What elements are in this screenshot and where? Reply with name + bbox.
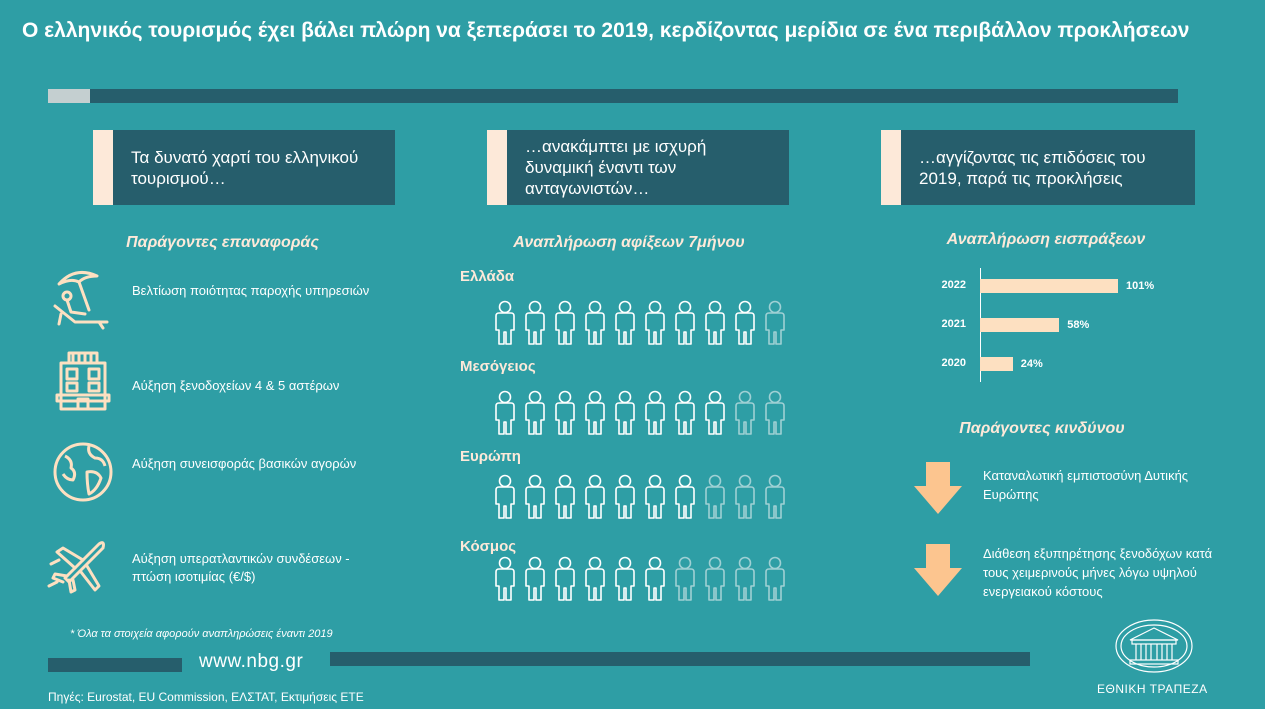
bar-category-label: 2020	[941, 357, 966, 369]
factor-label: Αύξηση συνεισφοράς βασικών αγορών	[132, 456, 357, 471]
risk-factors-title: Παράγοντες κινδύνου	[959, 420, 1125, 437]
person-icon	[731, 556, 759, 602]
hotel-icon	[47, 347, 119, 419]
page-title: Ο ελληνικός τουρισμός έχει βάλει πλώρη ν…	[22, 19, 1190, 42]
chart-title: Αναπλήρωση εισπράξεων	[946, 231, 1146, 248]
person-icon	[491, 556, 519, 602]
person-icon	[761, 300, 789, 346]
person-icon	[551, 474, 579, 520]
sources: Πηγές: Eurostat, EU Commission, ΕΛΣΤΑΤ, …	[48, 690, 364, 704]
person-icon	[671, 390, 699, 436]
person-icon	[761, 390, 789, 436]
footer-bar-right	[330, 652, 1030, 666]
right-column-header-text: …αγγίζοντας τις επιδόσεις του 2019, παρά…	[901, 130, 1195, 205]
person-icon	[731, 390, 759, 436]
person-icon	[491, 300, 519, 346]
header-strip	[881, 130, 901, 205]
person-icon	[641, 556, 669, 602]
risk-label: Καταναλωτική εμπιστοσύνη Δυτικής Ευρώπης	[983, 468, 1189, 502]
middle-column-header-text: …ανακάμπτει με ισχυρή δυναμική έναντι τω…	[507, 130, 789, 205]
title-rule-accent	[48, 89, 90, 103]
person-icon	[701, 556, 729, 602]
person-icon	[671, 556, 699, 602]
region-label: Ελλάδα	[460, 268, 515, 285]
person-icon	[581, 300, 609, 346]
person-icon	[581, 474, 609, 520]
bar-chart: 2022 101% 2021 58% 2020 24%	[926, 268, 1206, 382]
bar-value-label: 101%	[1126, 280, 1155, 292]
down-arrow-icon	[912, 542, 964, 603]
region-label: Μεσόγειος	[460, 358, 536, 375]
person-icon	[641, 300, 669, 346]
person-icon	[521, 556, 549, 602]
middle-column-header: …ανακάμπτει με ισχυρή δυναμική έναντι τω…	[487, 130, 789, 205]
person-icon	[761, 556, 789, 602]
bank-name: ΕΘΝΙΚΗ ΤΡΑΠΕΖΑ	[1097, 682, 1208, 696]
bar-category-label: 2021	[941, 318, 966, 330]
bank-logo	[1114, 618, 1194, 674]
person-icon	[581, 556, 609, 602]
person-icon	[521, 390, 549, 436]
arrivals-title: Αναπλήρωση αφίξεων 7μήνου	[513, 234, 745, 251]
bar	[980, 357, 1013, 371]
person-icon	[701, 300, 729, 346]
person-icon	[551, 300, 579, 346]
person-icon	[551, 556, 579, 602]
risk-label: Διάθεση εξυπηρέτησης ξενοδόχων κατά τους…	[983, 546, 1213, 599]
person-icon	[671, 300, 699, 346]
website-link[interactable]: www.nbg.gr	[199, 651, 304, 672]
bar-value-label: 24%	[1020, 358, 1043, 370]
header-strip	[487, 130, 507, 205]
person-icon	[611, 300, 639, 346]
person-icon	[581, 390, 609, 436]
beach-umbrella-icon	[45, 262, 117, 334]
person-icon	[731, 474, 759, 520]
recovery-factors-title: Παράγοντες επαναφοράς	[126, 234, 319, 251]
person-icon	[671, 474, 699, 520]
footer-bar-left	[48, 658, 182, 672]
person-icon	[701, 474, 729, 520]
person-icon	[491, 474, 519, 520]
person-icon	[611, 390, 639, 436]
person-icon	[701, 390, 729, 436]
title-rule	[48, 89, 1178, 103]
person-icon	[521, 474, 549, 520]
bar-category-label: 2022	[941, 279, 966, 291]
person-icon	[611, 474, 639, 520]
person-icon	[761, 474, 789, 520]
left-column-header: Τα δυνατό χαρτί του ελληνικού τουρισμού…	[93, 130, 395, 205]
person-icon	[641, 390, 669, 436]
factor-label: Αύξηση υπερατλαντικών συνδέσεων - πτώση …	[132, 551, 350, 584]
header-strip	[93, 130, 113, 205]
bar	[980, 318, 1060, 332]
person-icon	[611, 556, 639, 602]
bar-value-label: 58%	[1067, 319, 1090, 331]
globe-icon	[47, 436, 119, 508]
right-column-header: …αγγίζοντας τις επιδόσεις του 2019, παρά…	[881, 130, 1195, 205]
airplane-icon	[43, 530, 115, 602]
footnote: * Όλα τα στοιχεία αφορούν αναπληρώσεις έ…	[70, 628, 333, 640]
person-icon	[551, 390, 579, 436]
person-icon	[521, 300, 549, 346]
down-arrow-icon	[912, 460, 964, 521]
left-column-header-text: Τα δυνατό χαρτί του ελληνικού τουρισμού…	[113, 130, 395, 205]
factor-label: Αύξηση ξενοδοχείων 4 & 5 αστέρων	[132, 378, 340, 393]
region-label: Ευρώπη	[460, 448, 521, 465]
person-icon	[641, 474, 669, 520]
person-icon	[731, 300, 759, 346]
bar	[980, 279, 1118, 293]
person-icon	[491, 390, 519, 436]
factor-label: Βελτίωση ποιότητας παροχής υπηρεσιών	[132, 283, 370, 298]
region-label: Κόσμος	[460, 538, 517, 555]
